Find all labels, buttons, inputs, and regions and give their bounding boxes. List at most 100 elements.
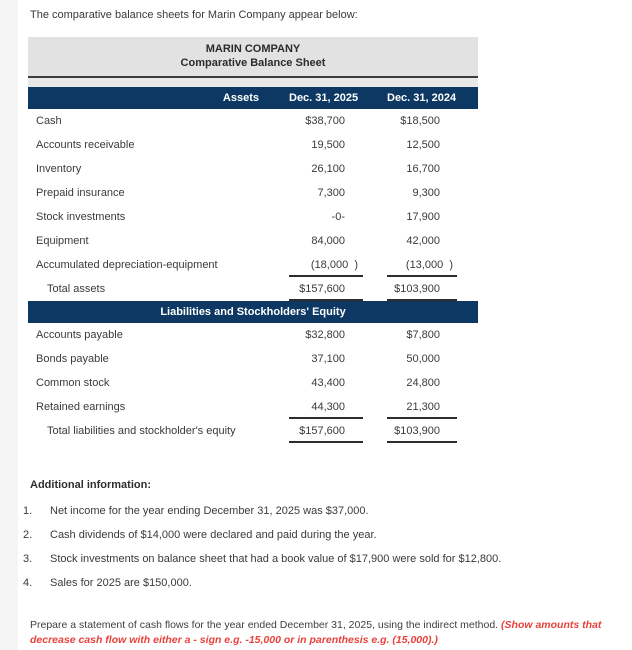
amount-2025: 7,300 [317,187,345,199]
question-content: The comparative balance sheets for Marin… [18,0,632,648]
table-row: Inventory 26,100 16,700 [28,157,478,181]
amount-2024: $18,500 [400,115,440,127]
table-row: Cash $38,700 $18,500 [28,109,478,133]
row-label: Accumulated depreciation-equipment [36,259,218,271]
amount-2024: 12,500 [406,139,440,151]
list-item-number: 1. [23,505,33,517]
assets-header-row: Assets Dec. 31, 2025 Dec. 31, 2024 [28,87,478,109]
list-item-number: 2. [23,529,33,541]
additional-info-list: 1. Net income for the year ending Decembe… [18,499,632,595]
column-right-margin [457,419,478,443]
list-item-number: 3. [23,553,33,565]
list-item-text: Stock investments on balance sheet that … [50,553,502,565]
column-right-margin [457,347,478,371]
amount-2024: 24,800 [406,377,440,389]
column-right-margin [457,181,478,205]
column-gap [363,347,387,371]
instruction-text: Prepare a statement of cash flows for th… [30,619,502,631]
amount-2025: (18,000 ) [289,253,363,277]
amount-2025: 84,000 [311,235,345,247]
column-gap [363,109,387,133]
column-gap [363,395,387,419]
column-gap [363,133,387,157]
table-row: Bonds payable 37,100 50,000 [28,347,478,371]
row-label: Accounts payable [36,329,123,341]
additional-info-title: Additional information: [30,479,151,491]
table-row: Accounts payable $32,800 $7,800 [28,323,478,347]
list-item: 3. Stock investments on balance sheet tha… [23,547,632,571]
company-name: MARIN COMPANY [205,43,301,55]
table-title-box: MARIN COMPANY Comparative Balance Sheet [28,37,478,78]
row-label: Inventory [36,163,82,175]
table-title-spacer [28,78,478,87]
column-right-margin [457,323,478,347]
amount-2025: 44,300 [289,395,363,419]
column-gap [363,323,387,347]
table-row: Equipment 84,000 42,000 [28,229,478,253]
column-right-margin [457,133,478,157]
amount-2024: 50,000 [406,353,440,365]
column-gap [363,419,387,443]
column-right-margin [457,371,478,395]
table-row: Total liabilities and stockholder's equi… [28,419,478,443]
column-gap [363,205,387,229]
balance-sheet-table: MARIN COMPANY Comparative Balance Sheet … [28,37,478,443]
amount-2025: -0- [331,211,345,223]
assets-section-label: Assets [222,92,259,104]
table-row: Stock investments -0- 17,900 [28,205,478,229]
table-subtitle: Comparative Balance Sheet [180,57,326,69]
column-gap [363,87,387,109]
column-header-2025: Dec. 31, 2025 [289,92,359,104]
column-right-margin [457,253,478,277]
column-right-margin [457,157,478,181]
row-label: Equipment [36,235,89,247]
amount-2024: 16,700 [406,163,440,175]
list-item-text: Cash dividends of $14,000 were declared … [50,529,377,541]
column-right-margin [457,205,478,229]
row-label: Bonds payable [36,353,109,365]
row-label: Total liabilities and stockholder's equi… [47,425,236,437]
amount-2024: (13,000 ) [387,253,457,277]
row-label: Common stock [36,377,110,389]
amount-2025: $38,700 [305,115,345,127]
liability-rows: Accounts payable $32,800 $7,800 Bonds payab… [28,323,478,443]
column-header-2024: Dec. 31, 2024 [387,92,457,104]
amount-2025: 26,100 [311,163,345,175]
amount-2025: 37,100 [311,353,345,365]
instruction-note: (Show amounts that decrease cash flow wi… [30,619,602,646]
column-right-margin [457,87,478,109]
row-label: Total assets [47,283,106,295]
column-gap [363,371,387,395]
liabilities-section-label: Liabilities and Stockholders' Equity [160,306,346,318]
column-gap [363,253,387,277]
table-row: Prepaid insurance 7,300 9,300 [28,181,478,205]
table-row: Common stock 43,400 24,800 [28,371,478,395]
list-item: 2. Cash dividends of $14,000 were declare… [23,523,632,547]
amount-2025: $157,600 [289,277,363,301]
table-row: Accumulated depreciation-equipment (18,00… [28,253,478,277]
amount-2024: $7,800 [406,329,440,341]
amount-2024: 17,900 [406,211,440,223]
row-label: Prepaid insurance [36,187,125,199]
amount-2024: 42,000 [406,235,440,247]
row-label: Cash [36,115,62,127]
amount-2025: $32,800 [305,329,345,341]
instruction-paragraph: Prepare a statement of cash flows for th… [30,618,608,648]
intro-text: The comparative balance sheets for Marin… [30,9,358,21]
amount-2024: 9,300 [412,187,440,199]
table-row: Accounts receivable 19,500 12,500 [28,133,478,157]
column-gap [363,157,387,181]
row-label: Accounts receivable [36,139,135,151]
left-gutter [0,0,18,650]
column-gap [363,229,387,253]
row-label: Retained earnings [36,401,126,413]
amount-2024: 21,300 [387,395,457,419]
amount-2025: 43,400 [311,377,345,389]
amount-2025: 19,500 [311,139,345,151]
column-right-margin [457,395,478,419]
liabilities-header-row: Liabilities and Stockholders' Equity [28,301,478,323]
column-right-margin [457,277,478,301]
amount-2025: $157,600 [289,419,363,443]
column-right-margin [457,109,478,133]
column-gap [363,277,387,301]
